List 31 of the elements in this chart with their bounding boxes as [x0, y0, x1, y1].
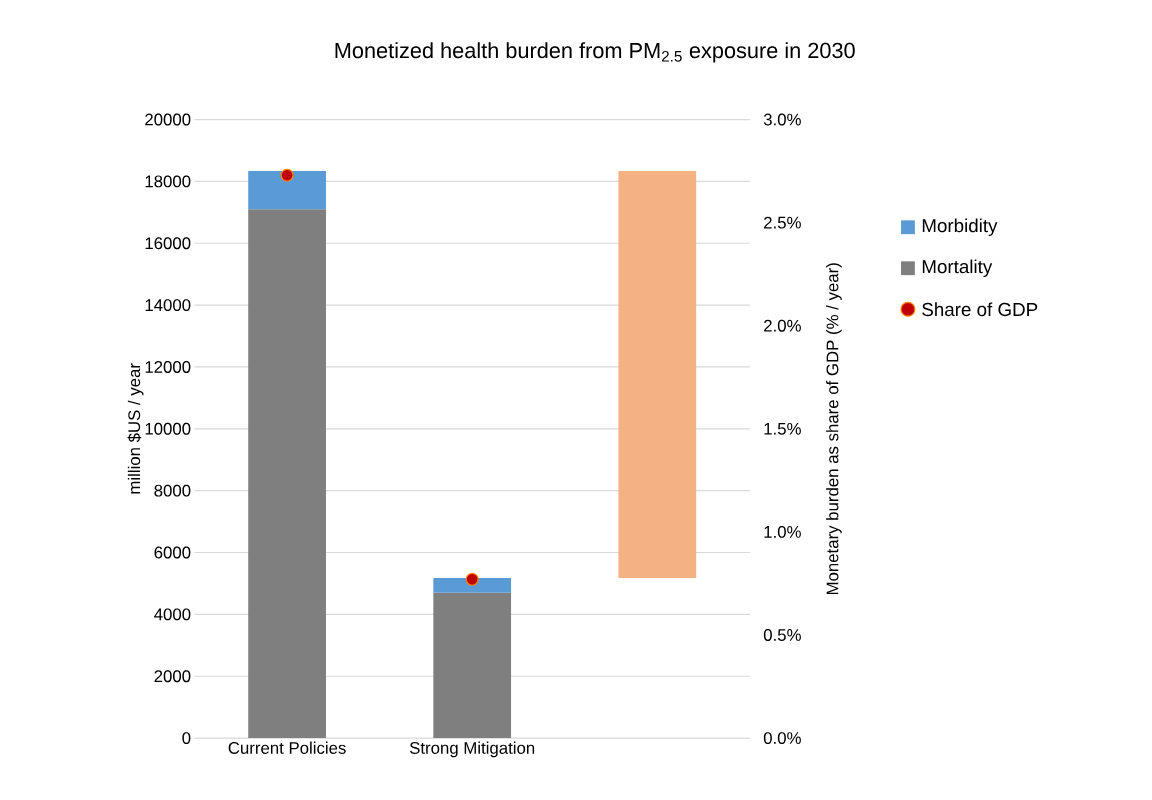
y2-tick-label: 2.5% — [764, 216, 801, 229]
legend-label: Share of GDP — [922, 302, 1038, 316]
bar — [248, 209, 326, 738]
y2-tick-label: 0.5% — [763, 628, 801, 641]
y-tick-label: 2000 — [154, 670, 191, 683]
legend-label: Mortality — [922, 259, 993, 277]
y2-tick-label: 0.0% — [763, 731, 801, 744]
y2-tick-label: 1.5% — [764, 422, 801, 435]
y-tick-label: 8000 — [154, 484, 191, 497]
bar — [248, 170, 326, 210]
y-tick-label: 16000 — [145, 237, 191, 250]
y-tick-label: 6000 — [154, 546, 191, 559]
y-tick-label: 18000 — [145, 175, 191, 188]
x-tick-label: Strong Mitigation — [409, 741, 535, 758]
y2-tick-label: 2.0% — [764, 319, 801, 332]
bar — [433, 577, 512, 593]
y-tick-label: 10000 — [145, 422, 191, 435]
y-tick-label: 14000 — [145, 299, 191, 311]
y-tick-label: 12000 — [145, 360, 191, 373]
y-tick-label: 20000 — [145, 113, 191, 126]
bar — [618, 170, 697, 578]
x-tick-label: Current Policies — [228, 741, 346, 754]
y-tick-label: 4000 — [154, 608, 191, 621]
bar — [433, 592, 512, 738]
y2-tick-label: 3.0% — [763, 113, 801, 126]
legend-label: Morbidity — [922, 218, 998, 236]
y-tick-label: 0 — [182, 731, 191, 744]
chart-title: Monetized health burden from PM$_{2.5}$ exposure in 2030 — [335, 42, 855, 63]
y2-tick-label: 1.0% — [764, 525, 801, 538]
y2-axis-title: Monetary burden as share of GDP (% / year) — [826, 263, 842, 594]
y-axis-title: million $US / year — [127, 363, 144, 494]
